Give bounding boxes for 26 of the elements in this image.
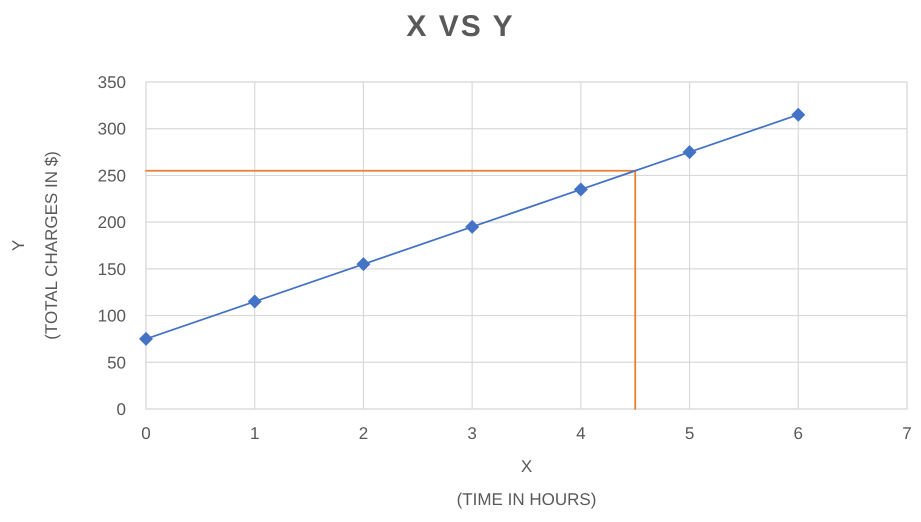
point — [139, 332, 153, 346]
chart-title: X VS Y — [406, 10, 515, 43]
x-tick-label: 3 — [467, 424, 477, 443]
x-tick-label: 0 — [141, 424, 151, 443]
x-tick-label: 5 — [684, 424, 694, 443]
y-tick-label: 200 — [98, 213, 126, 232]
x-tick-label: 6 — [794, 424, 804, 443]
y-tick-label: 50 — [107, 353, 126, 372]
y-tick-label: 150 — [98, 260, 126, 279]
x-tick-label: 4 — [576, 424, 586, 443]
point — [248, 294, 262, 309]
x-tick-label: 1 — [250, 424, 260, 443]
x-axis-title: X (TIME IN HOURS) — [456, 457, 596, 509]
y-tick-label: 100 — [98, 306, 126, 326]
y-tick-label: 0 — [116, 400, 126, 419]
y-tick-label: 250 — [98, 166, 126, 186]
x-tick-label: 2 — [358, 424, 368, 443]
y-tick-label: 350 — [98, 73, 126, 92]
point — [465, 220, 480, 234]
y-tick-label: 300 — [98, 120, 126, 139]
point — [574, 182, 588, 196]
x-tick-label: 7 — [902, 424, 912, 443]
y-axis-title: Y (TOTAL CHARGES IN $) — [9, 151, 61, 340]
point — [791, 108, 806, 122]
point — [356, 257, 370, 272]
point — [682, 145, 697, 160]
